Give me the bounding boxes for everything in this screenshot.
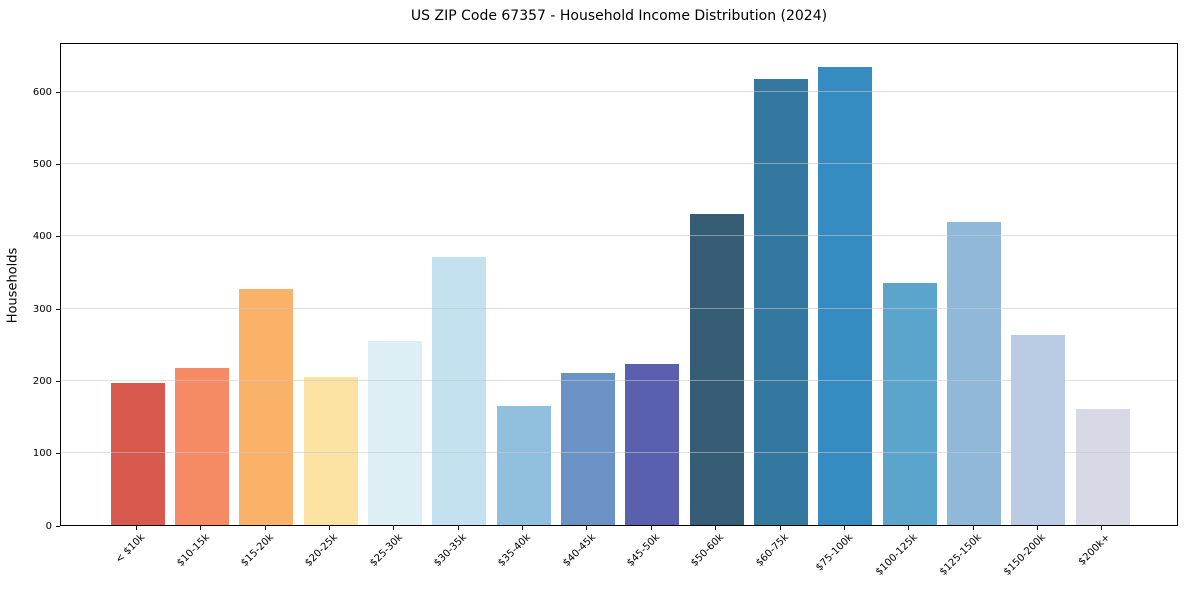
x-tick-mark <box>136 526 137 530</box>
x-tick-mark <box>715 526 717 530</box>
grid-line-100 <box>61 452 1177 454</box>
bar-$75-100k <box>818 67 873 525</box>
x-tick-mark <box>522 526 524 530</box>
y-tick-label: 300 <box>32 303 52 315</box>
y-tick-mark <box>56 525 60 527</box>
bar-$35-40k <box>496 405 551 525</box>
x-tick-mark <box>1101 526 1103 530</box>
y-tick-mark <box>56 308 60 310</box>
x-tick-mark <box>264 526 266 530</box>
x-tick-label: $100-125k <box>873 532 920 578</box>
grid-line-500 <box>61 162 1177 164</box>
x-tick-label: $30-35k <box>432 532 470 569</box>
x-tick-label: $40-45k <box>560 532 598 569</box>
bar-$50-60k <box>689 214 744 525</box>
y-tick-mark <box>56 453 60 455</box>
bar-$45-50k <box>625 363 680 525</box>
grid-line-200 <box>61 379 1177 381</box>
x-tick-mark <box>650 526 652 530</box>
grid-line-300 <box>61 307 1177 309</box>
plot-area <box>60 43 1178 526</box>
x-tick-label: < $10k <box>113 532 148 566</box>
bar-$100-125k <box>882 282 937 525</box>
bar-$150-200k <box>1011 334 1066 525</box>
x-tick-mark <box>393 526 395 530</box>
bar-$15-20k <box>239 288 294 525</box>
x-tick-label: $10-15k <box>174 532 212 569</box>
y-tick-label: 400 <box>32 231 52 243</box>
y-tick-mark <box>56 236 60 238</box>
grid-line-600 <box>61 90 1177 92</box>
bar-$10-15k <box>174 368 229 525</box>
y-tick-mark <box>56 163 60 165</box>
x-tick-label: $125-150k <box>937 532 984 578</box>
x-tick-mark <box>843 526 845 530</box>
x-tick-label: $25-30k <box>367 532 405 569</box>
bar-$125-150k <box>947 222 1002 525</box>
x-tick-label: $50-60k <box>689 532 727 569</box>
bar-$25-30k <box>367 340 422 525</box>
bar-$30-35k <box>432 257 487 525</box>
x-tick-mark <box>200 526 202 530</box>
x-tick-label: $35-40k <box>496 532 534 569</box>
bar-$20-25k <box>303 376 358 525</box>
y-tick-label: 100 <box>32 448 52 460</box>
x-tick-label: $60-75k <box>753 532 791 569</box>
x-tick-label: $15-20k <box>239 532 276 569</box>
bar-$200k+ <box>1075 408 1130 525</box>
x-tick-mark <box>908 526 910 530</box>
y-tick-label: 0 <box>45 520 52 532</box>
x-tick-mark <box>1036 526 1038 530</box>
x-tick-label: $45-50k <box>625 532 663 569</box>
bar-< $10k <box>110 383 165 525</box>
x-tick-label: $75-100k <box>813 532 856 574</box>
grid-line-400 <box>61 235 1177 237</box>
y-tick-label: 600 <box>32 86 52 98</box>
bar-$40-45k <box>560 373 615 525</box>
y-tick-mark <box>56 91 60 93</box>
x-tick-mark <box>972 526 974 530</box>
x-tick-mark <box>329 526 331 530</box>
x-tick-mark <box>586 526 588 530</box>
y-tick-label: 200 <box>32 375 52 387</box>
chart-title: US ZIP Code 67357 - Household Income Dis… <box>410 8 828 24</box>
x-tick-label: $20-25k <box>303 532 341 569</box>
y-tick-mark <box>56 380 60 382</box>
x-tick-mark <box>457 526 459 530</box>
y-tick-label: 500 <box>32 158 52 170</box>
bar-$60-75k <box>754 78 808 525</box>
x-tick-mark <box>779 526 781 530</box>
x-tick-label: $200k+ <box>1076 532 1113 568</box>
x-tick-label: $150-200k <box>1002 532 1049 578</box>
